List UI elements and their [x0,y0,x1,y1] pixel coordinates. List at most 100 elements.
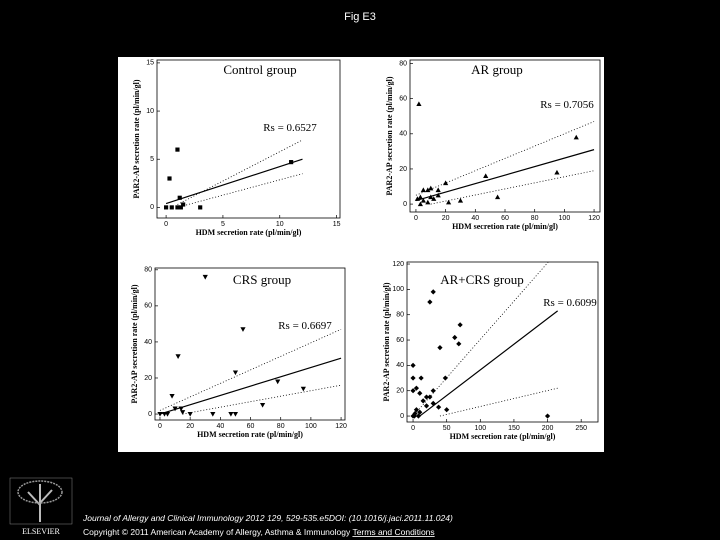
x-tick-label: 100 [559,215,571,222]
point [554,169,560,175]
copyright-text: Copyright © 2011 American Academy of All… [83,527,351,537]
point [443,180,449,186]
x-tick-label: 80 [277,423,285,430]
x-tick-label: 20 [442,215,450,222]
point [444,407,450,413]
logo-canopy [17,480,63,504]
point [175,147,180,152]
point [418,375,424,381]
plot-frame [156,59,341,219]
y-tick-label: 0 [403,201,407,208]
point [289,160,294,165]
confidence-line [177,173,303,208]
point [169,393,175,399]
y-axis-label: PAR2-AP secretion rate (pl/min/gl) [130,284,139,403]
terms-link[interactable]: Terms and Conditions [352,527,434,537]
point [210,411,216,417]
point [452,334,458,341]
rs-annotation: Rs = 0.6527 [263,122,317,134]
point [178,406,184,412]
rs-annotation: Rs = 0.6099 [543,297,597,309]
point [161,411,168,417]
y-tick-label: 60 [396,337,404,344]
y-tick-label: 10 [146,108,154,115]
confidence-line [159,328,342,411]
point [198,205,203,210]
point [180,410,186,415]
plot-frame [154,267,346,421]
point [420,197,426,203]
x-tick-label: 250 [575,425,587,432]
x-tick-label: 50 [443,425,451,432]
y-tick-label: 80 [399,60,407,67]
point [169,205,174,210]
point [435,187,441,193]
x-axis-label: HDM secretion rate (pl/min/gl) [197,430,303,439]
point [410,375,416,381]
y-tick-label: 80 [396,312,404,319]
point [413,385,420,391]
figure-panel [118,57,604,452]
fit-line [165,158,303,205]
point [425,187,431,193]
point [544,413,551,419]
y-axis-label: PAR2-AP secretion rate (pl/min/gl) [385,76,394,195]
point [417,390,423,396]
point [417,409,423,415]
y-tick-label: 40 [399,131,407,138]
y-tick-label: 0 [148,411,152,418]
plot-frame [406,261,599,423]
logo-text: ELSEVIER [22,527,60,536]
point [410,362,416,368]
scatter-panel: 0 50 100 150 200 250 0 20 40 60 80 100 120 HDM secret… [382,261,599,441]
point [442,375,448,381]
x-tick-label: 40 [216,423,224,430]
x-tick-label: 200 [542,425,554,432]
point [172,406,178,412]
y-tick-label: 100 [392,286,404,293]
y-tick-label: 60 [144,303,152,310]
point [457,322,463,328]
x-tick-label: 10 [276,221,284,228]
point [423,403,430,409]
x-axis-label: HDM secretion rate (pl/min/gl) [450,432,556,441]
y-tick-label: 0 [150,204,154,211]
confidence-line [439,387,558,417]
y-tick-label: 120 [392,261,404,268]
point [428,185,434,191]
confidence-line [415,121,595,196]
point [573,134,579,140]
point [427,299,433,305]
point [228,411,234,417]
y-axis-label: PAR2-AP secretion rate (pl/min/gl) [382,282,391,401]
point [435,192,441,198]
point [202,274,208,280]
point [416,101,422,107]
x-tick-label: 0 [411,425,415,432]
y-tick-label: 5 [150,156,154,163]
point [175,354,181,359]
confidence-line [177,139,303,205]
point [436,404,442,410]
fit-line [159,357,342,415]
y-tick-label: 20 [396,388,404,395]
point [232,411,239,417]
fit-line [415,149,595,202]
x-tick-label: 20 [186,423,194,430]
x-tick-label: 120 [335,423,347,430]
x-tick-label: 100 [474,425,486,432]
point [232,370,239,376]
point [157,411,163,417]
point [175,205,180,210]
x-tick-label: 0 [158,423,162,430]
confidence-line [412,262,549,417]
group-label: CRS group [233,272,291,287]
point [437,345,443,351]
point [423,394,430,400]
y-tick-label: 40 [396,362,404,369]
group-label: AR group [471,62,523,77]
point [420,187,426,193]
citation: Journal of Allergy and Clinical Immunolo… [82,513,453,523]
